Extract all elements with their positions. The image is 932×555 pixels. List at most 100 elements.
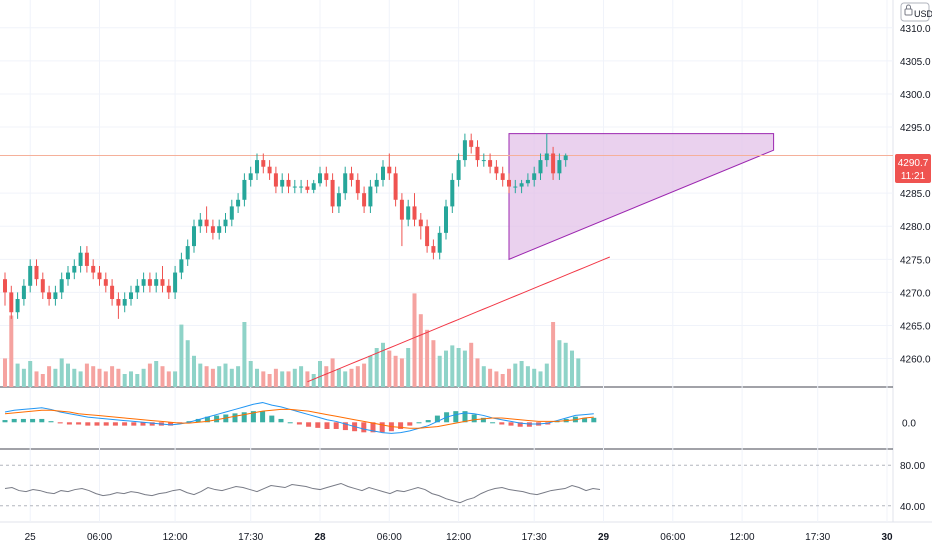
candle-body <box>362 193 367 207</box>
volume-bar <box>513 363 518 387</box>
volume-bar <box>53 368 58 387</box>
candle-body <box>210 226 215 233</box>
volume-bar <box>173 371 178 387</box>
macd-histogram-bar <box>39 418 45 423</box>
volume-bar <box>525 366 530 387</box>
candle-body <box>368 186 373 207</box>
price-axis-tick: 4265.0 <box>900 321 931 332</box>
candle-body <box>135 285 140 293</box>
macd-histogram-bar <box>122 422 128 426</box>
time-axis-label: 12:00 <box>730 532 755 543</box>
volume-bar <box>28 361 33 387</box>
candle-body <box>229 206 234 220</box>
volume-bar <box>242 322 247 387</box>
volume-bar <box>324 366 329 387</box>
macd-histogram-bar <box>342 422 348 431</box>
volume-bar <box>217 366 222 387</box>
candle-body <box>469 140 474 147</box>
candle-body <box>179 259 184 273</box>
candle-body <box>72 265 77 273</box>
candle-body <box>330 179 335 207</box>
volume-bar <box>15 363 20 387</box>
candle-body <box>53 292 58 300</box>
volume-bar <box>223 363 228 387</box>
macd-histogram-bar <box>471 414 477 423</box>
macd-histogram-bar <box>508 422 514 426</box>
candle-body <box>557 160 562 174</box>
candle-body <box>305 186 310 190</box>
candle-body <box>255 160 259 174</box>
macd-histogram-bar <box>453 411 459 423</box>
candle-body <box>311 183 316 190</box>
volume-bar <box>519 361 524 387</box>
volume-bar <box>299 366 304 387</box>
macd-histogram-bar <box>315 422 321 428</box>
volume-bar <box>387 350 392 387</box>
currency-button[interactable]: USD <box>900 2 932 22</box>
candle-body <box>481 160 486 162</box>
macd-histogram-bar <box>278 418 284 423</box>
candle-body <box>494 166 499 174</box>
price-axis-tick: 4285.0 <box>900 189 931 200</box>
macd-histogram-bar <box>462 411 468 423</box>
time-axis[interactable]: 25 06:00 12:00 17:30 28 06:00 12:00 17:30 29 06:0… <box>25 532 932 543</box>
candle-body <box>444 206 448 233</box>
macd-histogram-bar <box>85 422 91 426</box>
macd-histogram-bar <box>94 422 100 426</box>
volume-bar <box>488 368 493 387</box>
candle-body <box>324 173 329 180</box>
volume-bars <box>3 293 581 387</box>
candle-body <box>3 279 7 293</box>
volume-bar <box>198 363 203 387</box>
candle-body <box>406 206 411 220</box>
candle-body <box>412 206 417 220</box>
rsi-axis-tick: 40.00 <box>900 502 925 513</box>
price-axis-tick: 4275.0 <box>900 255 931 266</box>
candle-body <box>299 186 304 188</box>
candle-body <box>318 173 322 184</box>
time-axis-label: 06:00 <box>377 532 402 543</box>
candle-body <box>147 279 152 286</box>
price-axis-tick: 4300.0 <box>900 90 931 101</box>
candle-body <box>122 299 127 306</box>
candle-body <box>507 179 511 187</box>
macd-histogram-bar <box>20 418 26 423</box>
volume-bar <box>481 366 486 387</box>
grid-layer <box>0 0 893 522</box>
volume-bar <box>135 374 140 387</box>
candle-body <box>538 160 543 174</box>
macd-histogram-bar <box>296 422 302 425</box>
macd-histogram-bar <box>30 418 36 423</box>
candle-body <box>292 186 297 188</box>
candle-body <box>462 140 467 161</box>
volume-bar <box>456 348 461 387</box>
macd-histogram-bar <box>168 422 174 426</box>
macd-histogram-bar <box>269 415 275 423</box>
macd-histogram-bar <box>490 422 496 424</box>
signal-line <box>4 408 594 429</box>
macd-histogram-bar <box>591 417 597 423</box>
volume-bar <box>538 371 543 387</box>
candle-body <box>154 279 159 286</box>
triangle-pattern[interactable] <box>508 133 775 261</box>
price-axis[interactable]: 0.0 80.00 40.00 4310.0 4305.0 4300.0 4295.0 428… <box>900 24 931 513</box>
volume-bar <box>437 355 442 387</box>
macd-histogram-bar <box>425 420 431 423</box>
candle-body <box>551 153 556 174</box>
volume-bar <box>34 371 39 387</box>
macd-histogram-bar <box>379 422 385 433</box>
candle-body <box>40 279 45 293</box>
macd-histogram-bar <box>186 421 192 423</box>
candle-body <box>261 160 266 167</box>
volume-bar <box>141 368 146 387</box>
volume-bar <box>343 371 348 387</box>
candle-body <box>160 279 165 286</box>
macd-histogram-bar <box>250 411 256 423</box>
volume-bar <box>318 361 322 387</box>
macd-histogram-bar <box>398 422 404 429</box>
volume-bar <box>185 340 190 387</box>
macd-axis-tick: 0.0 <box>902 418 916 429</box>
macd-histogram-bar <box>241 412 247 423</box>
volume-bar <box>368 355 373 387</box>
